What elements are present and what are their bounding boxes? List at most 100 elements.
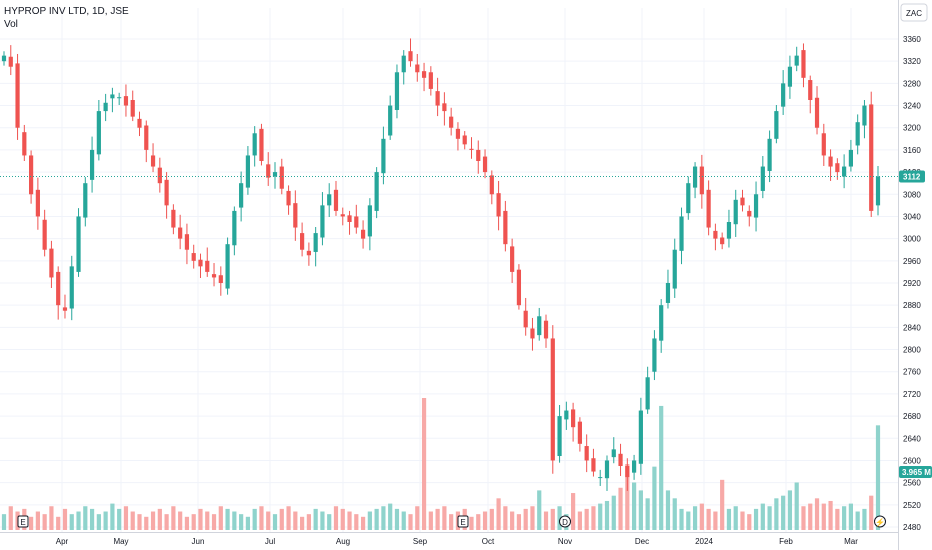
candle-body (510, 246, 515, 272)
candle-body (293, 203, 298, 228)
volume-bar (29, 516, 34, 530)
candle-body (571, 409, 576, 428)
volume-bar (360, 516, 366, 530)
candle-body (1, 55, 7, 62)
volume-bar (828, 500, 833, 530)
candle-body (232, 210, 237, 246)
volume-bar (814, 498, 820, 530)
price-tick-label: 2920 (903, 279, 921, 288)
candle-body (787, 66, 793, 87)
candle-body (130, 100, 135, 117)
candle-body (625, 466, 630, 478)
volume-bar (415, 506, 420, 530)
price-axis[interactable]: 3360332032803240320031603120308030403000… (903, 35, 921, 532)
candle-body (171, 209, 176, 228)
volume-indicator-label[interactable]: Vol (4, 19, 18, 30)
candle-body (740, 197, 745, 206)
volume-bar (530, 506, 535, 530)
candle-body (137, 118, 142, 128)
volume-bar (469, 516, 474, 530)
price-tick-label: 3160 (903, 146, 921, 155)
price-tick-label: 2880 (903, 301, 921, 310)
price-tick-label: 2840 (903, 323, 921, 332)
time-tick-label: Feb (779, 537, 793, 546)
volume-bar (557, 506, 562, 530)
volume-bar (110, 503, 115, 530)
volume-bar (313, 508, 318, 530)
volume-bar (198, 508, 203, 530)
earnings-badge[interactable] (17, 515, 29, 528)
symbol-title[interactable]: HYPROP INV LTD, 1D, JSE (4, 6, 129, 17)
candle-body (408, 51, 413, 62)
volume-bar (178, 511, 183, 530)
candle-body (76, 216, 81, 272)
candle-body (774, 111, 779, 139)
volume-bar (435, 508, 440, 530)
candle-body (720, 237, 725, 245)
volume-bar (171, 506, 176, 530)
volume-bar (659, 405, 664, 530)
candle-body (42, 219, 47, 250)
split-badge[interactable] (874, 515, 886, 528)
time-axis[interactable]: Apr May Jun Jul Aug Sep Oct Nov Dec 2024 Feb Mar (56, 537, 858, 546)
volume-bar (8, 506, 13, 530)
volume-bar (62, 508, 68, 530)
volume-bar (672, 498, 677, 530)
volume-bar (42, 514, 47, 530)
currency-button[interactable]: ZAC (900, 3, 928, 22)
volume-bar (279, 508, 284, 530)
volume-bar (157, 508, 162, 530)
volume-bar (543, 511, 549, 530)
candle-body (272, 172, 278, 177)
volume-bar (787, 490, 793, 530)
candle-body (862, 105, 867, 126)
candle-body (421, 71, 427, 78)
candle-body (604, 460, 610, 479)
price-tick-label: 2800 (903, 346, 921, 355)
candle-body (842, 166, 847, 177)
candle-body (726, 222, 732, 239)
candle-body (29, 155, 34, 195)
price-tick-label: 2480 (903, 523, 921, 532)
volume-bar (808, 503, 813, 530)
volume-bars (1, 398, 881, 530)
candle-body (252, 133, 257, 156)
candle-body (394, 72, 400, 110)
candle-body (821, 133, 826, 156)
candle-body (198, 259, 203, 267)
volume-bar (191, 514, 196, 530)
volume-bar (401, 511, 406, 530)
volume-bar (482, 511, 488, 530)
volume-bar (733, 506, 738, 530)
volume-bar (550, 508, 555, 530)
candle-body (503, 210, 508, 245)
candle-body (205, 260, 210, 272)
time-tick-label: Nov (558, 537, 572, 546)
candle-body (564, 410, 569, 420)
candle-body (869, 104, 874, 211)
candle-body (69, 266, 74, 309)
candle-body (672, 249, 677, 289)
candle-body (279, 166, 284, 189)
candle-body (381, 138, 386, 174)
volume-bar (726, 508, 732, 530)
price-tick-label: 2600 (903, 456, 921, 465)
candle-body (388, 105, 393, 136)
candle-body (557, 416, 562, 457)
candle-body (150, 155, 156, 167)
volume-bar (855, 511, 860, 530)
dividend-badge[interactable] (559, 515, 571, 528)
volume-bar (699, 503, 704, 530)
candle-body (686, 183, 691, 214)
volume-bar (449, 514, 454, 530)
price-tick-label: 2720 (903, 390, 921, 399)
volume-bar (631, 482, 637, 530)
earnings-badge[interactable] (457, 515, 469, 528)
volume-bar (117, 508, 122, 530)
volume-bar (130, 511, 135, 530)
candle-body (489, 175, 494, 195)
candle-body (543, 320, 549, 339)
candle-body (83, 183, 88, 218)
candle-body (781, 83, 786, 107)
